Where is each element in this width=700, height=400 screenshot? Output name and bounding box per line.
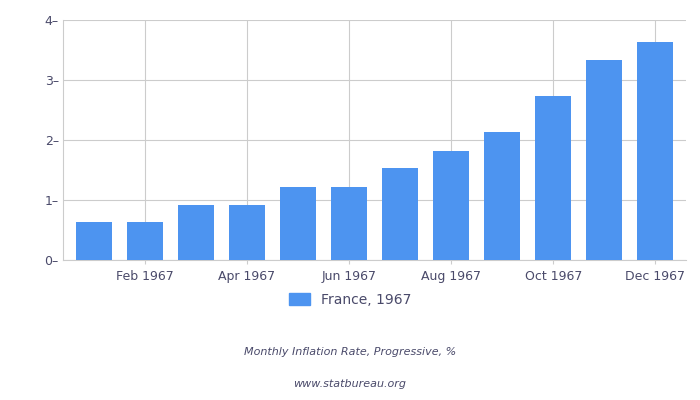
Bar [178, 205, 214, 260]
Bar [433, 151, 469, 260]
Bar [382, 168, 418, 260]
Bar [638, 42, 673, 260]
Bar [587, 60, 622, 260]
Bar [331, 187, 367, 260]
Legend: France, 1967: France, 1967 [284, 287, 416, 312]
Bar [127, 222, 162, 260]
Bar [280, 187, 316, 260]
Text: www.statbureau.org: www.statbureau.org [293, 379, 407, 389]
Bar [484, 132, 520, 260]
Bar [229, 205, 265, 260]
Bar [76, 222, 111, 260]
Bar [536, 96, 571, 260]
Text: Monthly Inflation Rate, Progressive, %: Monthly Inflation Rate, Progressive, % [244, 347, 456, 357]
